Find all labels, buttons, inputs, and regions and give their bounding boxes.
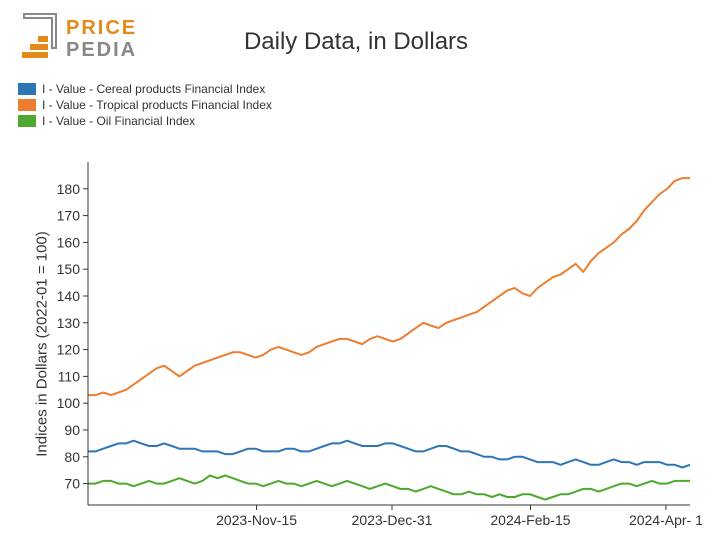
- legend: I - Value - Cereal products Financial In…: [18, 82, 272, 130]
- chart-area: Indices in Dollars (2022-01 = 100) 70809…: [30, 158, 694, 529]
- series-lines: [88, 178, 690, 500]
- plot-svg: 70 80 90 100 110 120 130 140 150 160 170 180 2023-N…: [30, 158, 694, 529]
- y-axis-ticks: 70 80 90 100 110 120 130 140 150 160 170 180: [57, 181, 88, 492]
- axes: [88, 162, 690, 505]
- svg-text:150: 150: [57, 261, 81, 277]
- svg-text:160: 160: [57, 234, 81, 250]
- legend-item: I - Value - Tropical products Financial …: [18, 98, 272, 112]
- legend-swatch: [18, 115, 36, 127]
- svg-text:90: 90: [64, 422, 80, 438]
- svg-text:170: 170: [57, 208, 81, 224]
- legend-label: I - Value - Cereal products Financial In…: [42, 82, 265, 96]
- legend-label: I - Value - Tropical products Financial …: [42, 98, 272, 112]
- svg-text:130: 130: [57, 315, 81, 331]
- legend-item: I - Value - Oil Financial Index: [18, 114, 272, 128]
- svg-text:2024-Apr- 1: 2024-Apr- 1: [629, 512, 703, 528]
- series-oil: [88, 476, 690, 500]
- svg-text:100: 100: [57, 395, 81, 411]
- legend-label: I - Value - Oil Financial Index: [42, 114, 195, 128]
- svg-text:110: 110: [58, 368, 81, 384]
- legend-item: I - Value - Cereal products Financial In…: [18, 82, 272, 96]
- svg-text:2023-Dec-31: 2023-Dec-31: [352, 512, 433, 528]
- svg-text:2023-Nov-15: 2023-Nov-15: [216, 512, 297, 528]
- svg-text:70: 70: [64, 476, 80, 492]
- svg-text:180: 180: [57, 181, 81, 197]
- legend-swatch: [18, 99, 36, 111]
- series-tropical: [88, 178, 690, 395]
- svg-text:120: 120: [57, 342, 81, 358]
- svg-text:2024-Feb-15: 2024-Feb-15: [490, 512, 570, 528]
- chart-title: Daily Data, in Dollars: [0, 28, 712, 56]
- svg-text:80: 80: [64, 449, 80, 465]
- x-axis-ticks: 2023-Nov-15 2023-Dec-31 2024-Feb-15 2024-Ap…: [216, 505, 703, 528]
- series-cereal: [88, 441, 690, 468]
- svg-text:140: 140: [57, 288, 81, 304]
- legend-swatch: [18, 83, 36, 95]
